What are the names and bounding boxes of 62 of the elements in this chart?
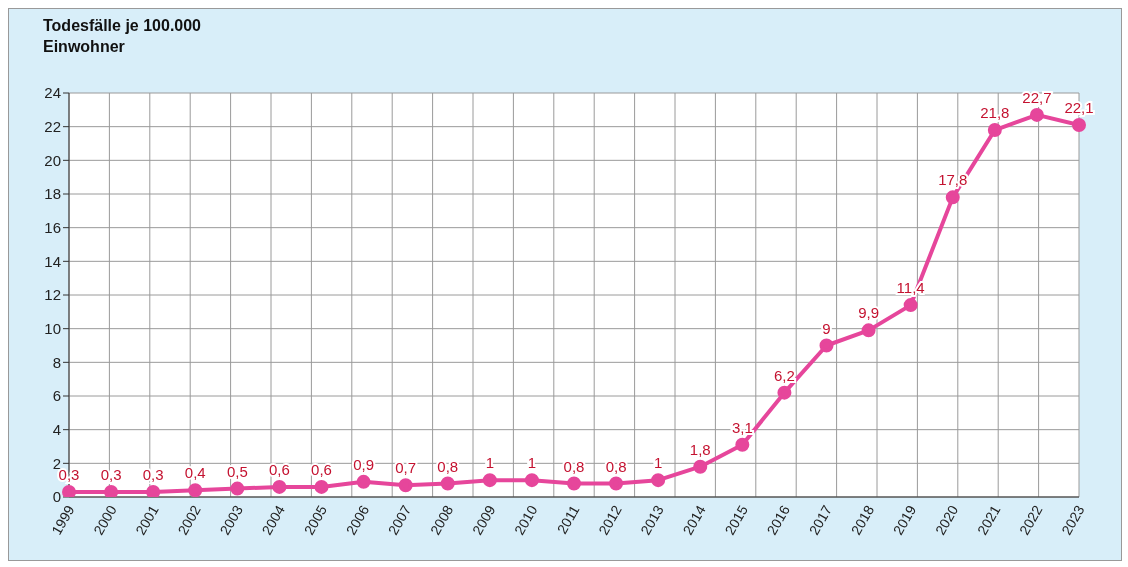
data-label: 0,3 xyxy=(142,465,164,483)
y-tick-label: 6 xyxy=(52,387,61,405)
data-label: 1 xyxy=(527,454,537,472)
point xyxy=(651,473,666,488)
y-axis-title: Todesfälle je 100.000 Einwohner xyxy=(43,16,202,57)
point xyxy=(272,479,287,494)
y-tick-label: 14 xyxy=(44,252,61,270)
point xyxy=(230,481,245,496)
data-label: 0,4 xyxy=(184,464,206,482)
data-label: 21,8 xyxy=(980,104,1010,122)
point xyxy=(440,476,455,491)
point xyxy=(861,323,876,338)
point xyxy=(1072,117,1086,132)
y-tick-label: 4 xyxy=(52,420,61,438)
data-label: 0,6 xyxy=(268,460,290,478)
data-label: 0,5 xyxy=(226,462,248,480)
y-tick-label: 10 xyxy=(44,319,61,337)
data-label: 0,7 xyxy=(395,459,417,477)
y-tick-label: 12 xyxy=(44,286,61,304)
point xyxy=(945,190,960,205)
y-tick-label: 16 xyxy=(44,218,61,236)
data-label: 6,2 xyxy=(773,366,795,384)
point xyxy=(314,479,329,494)
y-tick-label: 20 xyxy=(44,151,61,169)
data-label: 0,9 xyxy=(353,455,375,473)
point xyxy=(987,123,1002,138)
point xyxy=(62,484,76,497)
data-label: 1,8 xyxy=(689,440,711,458)
point xyxy=(693,459,708,474)
data-label: 0,8 xyxy=(437,457,459,475)
data-label: 9,9 xyxy=(858,304,880,322)
point xyxy=(609,476,624,491)
y-tick-label: 2 xyxy=(52,454,61,472)
data-label: 0,6 xyxy=(311,460,332,478)
data-label: 0,8 xyxy=(605,457,627,475)
data-label: 0,3 xyxy=(100,465,122,483)
y-tick-label: 22 xyxy=(44,117,61,135)
data-label: 22,7 xyxy=(1022,88,1052,106)
y-tick-label: 18 xyxy=(44,185,61,203)
point xyxy=(735,437,750,452)
point xyxy=(903,298,918,313)
point xyxy=(146,484,161,497)
data-label: 0,8 xyxy=(563,457,585,475)
point xyxy=(777,385,792,400)
point xyxy=(356,474,371,489)
point xyxy=(188,483,203,497)
point xyxy=(398,478,413,493)
point xyxy=(482,473,497,488)
data-label: 22,1 xyxy=(1064,98,1094,116)
data-label: 1 xyxy=(485,454,495,472)
data-label: 0,3 xyxy=(58,465,80,483)
data-label: 1 xyxy=(653,454,663,472)
y-tick-label: 0 xyxy=(52,488,61,506)
data-label: 3,1 xyxy=(731,418,753,436)
data-label: 9 xyxy=(822,319,831,337)
y-tick-label: 8 xyxy=(52,353,61,371)
y-tick-label: 24 xyxy=(44,84,61,102)
point xyxy=(567,476,581,491)
point xyxy=(104,484,119,497)
point xyxy=(524,473,539,488)
point xyxy=(819,338,834,353)
point xyxy=(1029,107,1044,122)
